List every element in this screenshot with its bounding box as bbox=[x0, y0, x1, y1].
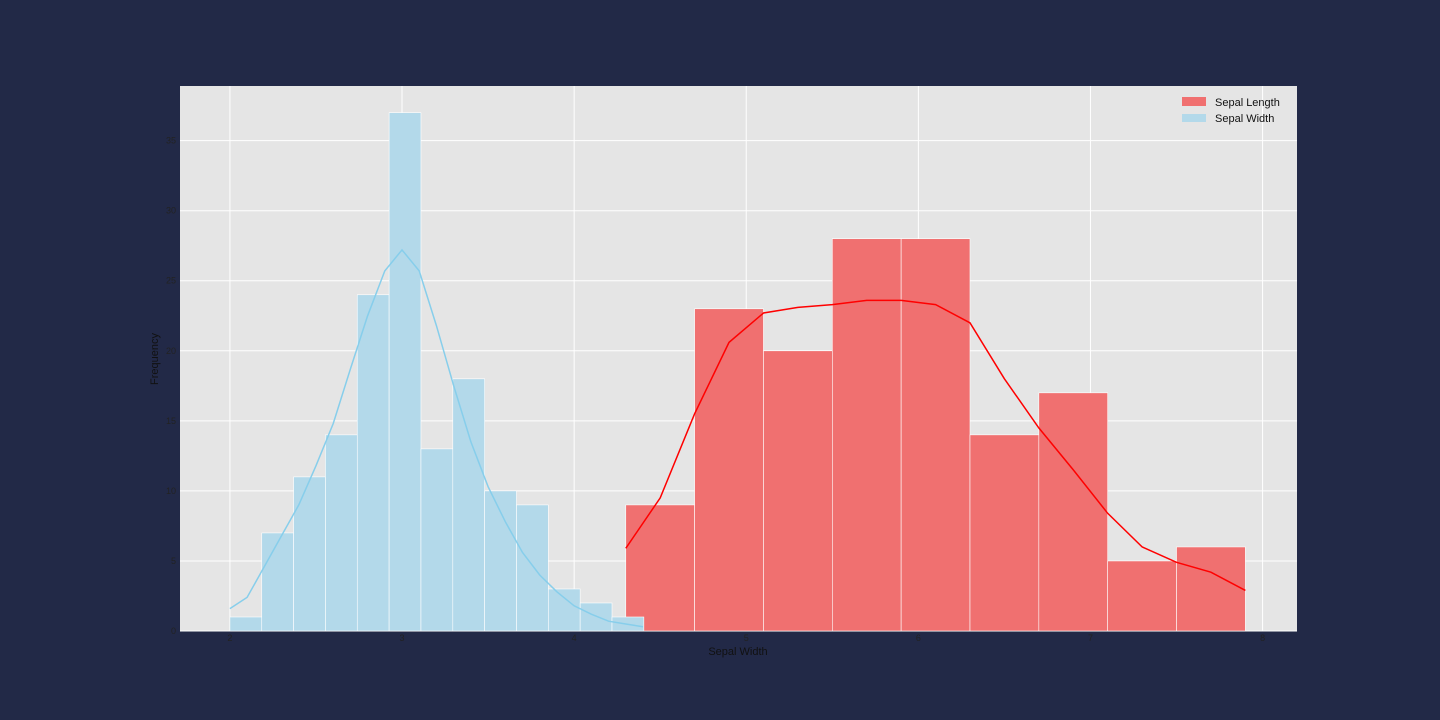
sepal-length-bar bbox=[1107, 560, 1177, 632]
x-tick-label: 3 bbox=[400, 633, 405, 643]
x-tick-label: 4 bbox=[572, 633, 577, 643]
legend: Sepal Length Sepal Width bbox=[1182, 97, 1280, 125]
x-tick-label: 5 bbox=[744, 633, 749, 643]
sepal-width-bar bbox=[484, 490, 517, 632]
y-axis-label: Frequency bbox=[149, 333, 161, 385]
sepal-width-kde-line bbox=[229, 248, 644, 628]
y-tick-label: 5 bbox=[171, 556, 176, 566]
x-tick-labels: 2 3 4 5 6 7 8 bbox=[227, 633, 1265, 643]
x-tick-label: 6 bbox=[916, 633, 921, 643]
y-tick-label: 25 bbox=[166, 276, 176, 286]
sepal-length-kde-line bbox=[625, 299, 1246, 592]
sepal-width-bar bbox=[388, 112, 422, 632]
legend-label-sepal-length: Sepal Length bbox=[1215, 97, 1280, 109]
sepal-width-bar bbox=[229, 616, 263, 632]
sepal-width-bar bbox=[261, 532, 294, 632]
kde-curves bbox=[229, 248, 1246, 628]
sepal-length-bars bbox=[625, 238, 1246, 632]
sepal-width-bar bbox=[325, 434, 358, 632]
sepal-width-bar bbox=[293, 476, 326, 632]
sepal-length-bar bbox=[1038, 392, 1108, 632]
sepal-width-bar bbox=[548, 588, 581, 632]
y-tick-labels: 0 5 10 15 20 25 30 35 bbox=[166, 136, 176, 636]
sepal-width-bars bbox=[229, 112, 645, 632]
legend-swatch-sepal-length bbox=[1182, 97, 1206, 106]
x-tick-label: 7 bbox=[1088, 633, 1093, 643]
x-tick-label: 2 bbox=[227, 633, 232, 643]
legend-swatch-sepal-width bbox=[1182, 114, 1206, 122]
x-tick-label: 8 bbox=[1260, 633, 1265, 643]
y-tick-label: 10 bbox=[166, 486, 176, 496]
sepal-length-bar bbox=[969, 434, 1040, 632]
sepal-width-bar bbox=[420, 448, 454, 632]
sepal-length-bar bbox=[694, 308, 764, 632]
sepal-width-bar bbox=[516, 504, 549, 632]
y-tick-label: 0 bbox=[171, 626, 176, 636]
sepal-length-bar bbox=[1176, 546, 1246, 632]
y-tick-label: 35 bbox=[166, 136, 176, 146]
sepal-length-bar bbox=[900, 238, 971, 632]
sepal-length-bar bbox=[832, 238, 902, 632]
sepal-length-bar bbox=[625, 504, 695, 632]
y-tick-label: 30 bbox=[166, 206, 176, 216]
y-tick-label: 15 bbox=[166, 416, 176, 426]
legend-label-sepal-width: Sepal Width bbox=[1215, 113, 1274, 125]
x-axis-label: Sepal Width bbox=[708, 646, 767, 658]
sepal-width-bar bbox=[356, 294, 390, 632]
y-tick-label: 20 bbox=[166, 346, 176, 356]
sepal-width-bar bbox=[579, 602, 613, 632]
sepal-length-bar bbox=[763, 350, 833, 632]
sepal-width-bar bbox=[452, 378, 485, 632]
